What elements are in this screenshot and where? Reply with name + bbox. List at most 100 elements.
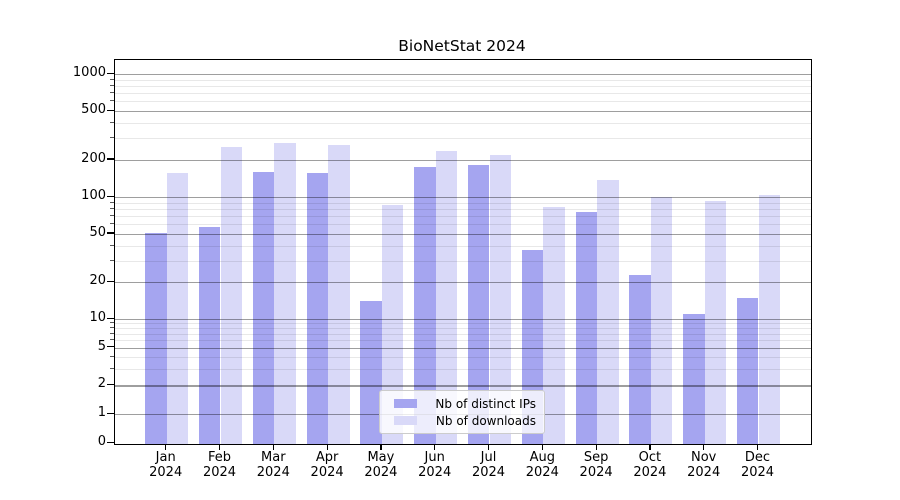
x-tick-mark-feb bbox=[219, 444, 221, 450]
bar-nb-of-downloads-may bbox=[381, 204, 404, 444]
y-tick-mark-minor-9 bbox=[110, 322, 114, 324]
x-tick-label-apr: Apr 2024 bbox=[300, 450, 354, 480]
x-tick-year: 2024 bbox=[202, 464, 237, 480]
bar-nb-of-downloads-apr bbox=[328, 144, 350, 444]
y-tick-mark-minor-800 bbox=[110, 84, 114, 86]
x-tick-mark-apr bbox=[326, 444, 328, 450]
gridline-minor-600 bbox=[115, 101, 811, 103]
bar-nb-of-distinct-ips-nov bbox=[683, 313, 705, 444]
gridline-minor-90 bbox=[115, 202, 811, 204]
gridline-minor-700 bbox=[115, 93, 811, 95]
y-tick-label-0: 0 bbox=[97, 434, 106, 449]
gridline-minor-4 bbox=[115, 356, 811, 358]
y-tick-label-5: 5 bbox=[97, 338, 106, 354]
bar-nb-of-distinct-ips-jun bbox=[414, 166, 436, 444]
bar-nb-of-distinct-ips-sep bbox=[575, 211, 598, 444]
y-tick-mark-1 bbox=[107, 412, 114, 414]
y-tick-label-10: 10 bbox=[89, 310, 106, 325]
y-tick-label-2: 2 bbox=[97, 376, 106, 392]
x-tick-year: 2024 bbox=[740, 464, 775, 480]
x-tick-month: Nov bbox=[691, 450, 717, 465]
bar-nb-of-downloads-mar bbox=[274, 142, 296, 444]
x-tick-year: 2024 bbox=[633, 464, 667, 480]
x-tick-month: Jul bbox=[480, 450, 497, 465]
x-tick-label-dec: Dec 2024 bbox=[731, 450, 785, 480]
y-tick-mark-minor-600 bbox=[110, 100, 114, 102]
gridline-minor-7 bbox=[115, 333, 811, 335]
legend-item-nb-of-downloads: Nb of downloads bbox=[388, 414, 536, 428]
y-tick-mark-minor-700 bbox=[110, 92, 114, 93]
y-tick-mark-minor-60 bbox=[110, 223, 114, 224]
x-tick-month: Jan bbox=[155, 450, 176, 465]
bar-nb-of-downloads-sep bbox=[597, 180, 619, 444]
bar-nb-of-distinct-ips-feb bbox=[198, 226, 221, 444]
x-tick-month: Aug bbox=[529, 450, 555, 465]
y-tick-mark-minor-300 bbox=[110, 137, 114, 139]
x-tick-mark-dec bbox=[757, 444, 759, 450]
x-tick-month: May bbox=[367, 450, 395, 465]
x-tick-year: 2024 bbox=[149, 464, 183, 480]
gridline-major-50 bbox=[115, 233, 811, 235]
gridline-minor-3 bbox=[115, 368, 811, 370]
x-tick-label-jan: Jan 2024 bbox=[139, 450, 193, 480]
legend-label: Nb of distinct IPs bbox=[435, 396, 536, 411]
bar-nb-of-distinct-ips-jan bbox=[145, 232, 167, 444]
gridline-minor-40 bbox=[115, 245, 811, 247]
y-tick-mark-minor-3 bbox=[110, 367, 114, 369]
gridline-minor-60 bbox=[115, 224, 811, 226]
y-tick-label-500: 500 bbox=[81, 102, 106, 118]
gridline-minor-300 bbox=[115, 138, 811, 140]
x-tick-month: Jun bbox=[424, 450, 445, 465]
y-tick-mark-500 bbox=[107, 109, 114, 111]
legend-label: Nb of downloads bbox=[435, 413, 536, 428]
gridline-minor-30 bbox=[115, 260, 811, 262]
bar-nb-of-downloads-jan bbox=[166, 172, 189, 444]
y-tick-mark-1000 bbox=[107, 72, 114, 74]
plot-area bbox=[114, 59, 812, 445]
gridline-minor-9 bbox=[115, 323, 811, 325]
gridline-major-10 bbox=[115, 319, 811, 321]
gridline-minor-400 bbox=[115, 122, 811, 124]
gridline-major-200 bbox=[115, 159, 811, 162]
y-tick-mark-minor-400 bbox=[110, 121, 114, 123]
y-tick-mark-2 bbox=[107, 383, 114, 386]
y-tick-mark-minor-6 bbox=[110, 339, 114, 340]
y-tick-mark-minor-30 bbox=[110, 259, 114, 261]
bar-nb-of-downloads-nov bbox=[704, 200, 727, 444]
y-tick-label-20: 20 bbox=[89, 273, 106, 289]
legend-swatch-nb-of-downloads bbox=[394, 416, 417, 425]
y-tick-mark-10 bbox=[107, 317, 114, 319]
x-tick-mark-oct bbox=[649, 444, 651, 450]
y-tick-label-200: 200 bbox=[81, 150, 106, 166]
y-tick-mark-5 bbox=[107, 346, 114, 348]
bar-nb-of-downloads-feb bbox=[220, 146, 243, 444]
legend: Nb of distinct IPs Nb of downloads bbox=[379, 390, 545, 434]
y-tick-label-1: 1 bbox=[97, 405, 106, 420]
x-tick-mark-mar bbox=[272, 444, 275, 450]
bar-nb-of-distinct-ips-jul bbox=[467, 165, 490, 444]
y-tick-mark-minor-8 bbox=[110, 327, 114, 329]
gridline-minor-8 bbox=[115, 328, 811, 330]
bar-nb-of-downloads-jun bbox=[435, 151, 458, 444]
chart-title: BioNetStat 2024 bbox=[398, 37, 526, 55]
x-tick-month: Dec bbox=[744, 450, 771, 465]
y-tick-label-1000: 1000 bbox=[72, 65, 106, 80]
gridline-minor-70 bbox=[115, 215, 811, 217]
x-tick-label-sep: Sep 2024 bbox=[569, 450, 623, 480]
y-tick-mark-0 bbox=[107, 441, 114, 443]
gridline-major-2 bbox=[115, 385, 811, 387]
bar-nb-of-distinct-ips-oct bbox=[629, 274, 651, 444]
x-tick-mark-jun bbox=[434, 444, 436, 450]
x-tick-label-nov: Nov 2024 bbox=[677, 450, 731, 480]
x-tick-year: 2024 bbox=[256, 464, 290, 480]
y-tick-mark-minor-40 bbox=[110, 244, 114, 246]
x-tick-month: Sep bbox=[583, 450, 609, 465]
y-tick-mark-minor-900 bbox=[110, 78, 114, 80]
x-tick-year: 2024 bbox=[364, 464, 398, 480]
gridline-minor-800 bbox=[115, 85, 811, 87]
x-tick-mark-jul bbox=[488, 444, 490, 450]
y-tick-mark-minor-7 bbox=[110, 332, 114, 334]
x-tick-year: 2024 bbox=[310, 464, 344, 480]
y-tick-mark-200 bbox=[107, 158, 114, 160]
